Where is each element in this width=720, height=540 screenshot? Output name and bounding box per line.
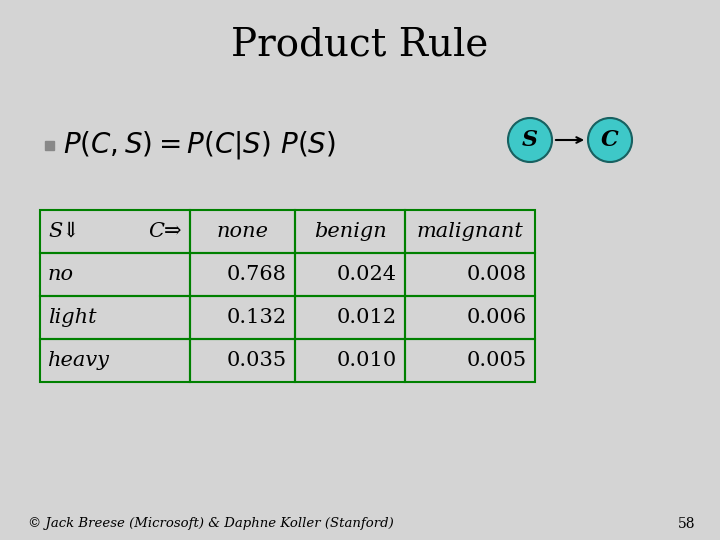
Text: 0.132: 0.132 xyxy=(227,308,287,327)
Text: Product Rule: Product Rule xyxy=(231,26,489,64)
Text: no: no xyxy=(48,265,74,284)
Text: 0.012: 0.012 xyxy=(337,308,397,327)
Bar xyxy=(295,296,405,339)
Bar xyxy=(190,210,295,253)
Bar xyxy=(190,253,295,296)
Text: 0.006: 0.006 xyxy=(467,308,527,327)
Text: benign: benign xyxy=(314,222,387,241)
Bar xyxy=(40,210,190,253)
Circle shape xyxy=(588,118,632,162)
Text: $P(C,S) = P(C|S)\ P(S)$: $P(C,S) = P(C|S)\ P(S)$ xyxy=(63,129,336,161)
Bar xyxy=(40,253,190,296)
Text: light: light xyxy=(48,308,96,327)
Bar xyxy=(405,253,535,296)
Text: S: S xyxy=(522,129,538,151)
Text: C⇒: C⇒ xyxy=(148,222,182,241)
Text: malignant: malignant xyxy=(417,222,523,241)
Text: 0.024: 0.024 xyxy=(337,265,397,284)
Bar xyxy=(45,141,54,150)
Bar xyxy=(405,296,535,339)
Text: 0.010: 0.010 xyxy=(337,351,397,370)
Bar xyxy=(190,339,295,382)
Text: 0.035: 0.035 xyxy=(227,351,287,370)
Text: 0.768: 0.768 xyxy=(227,265,287,284)
Bar xyxy=(295,253,405,296)
Circle shape xyxy=(508,118,552,162)
Text: C: C xyxy=(601,129,619,151)
Bar xyxy=(40,296,190,339)
Bar xyxy=(295,210,405,253)
Bar xyxy=(190,296,295,339)
Bar xyxy=(295,339,405,382)
Text: heavy: heavy xyxy=(48,351,110,370)
Bar xyxy=(40,339,190,382)
Text: 58: 58 xyxy=(678,517,695,531)
Text: 0.005: 0.005 xyxy=(467,351,527,370)
Text: S⇓: S⇓ xyxy=(48,222,80,241)
Bar xyxy=(405,210,535,253)
Text: 0.008: 0.008 xyxy=(467,265,527,284)
Text: none: none xyxy=(217,222,269,241)
Bar xyxy=(405,339,535,382)
Text: © Jack Breese (Microsoft) & Daphne Koller (Stanford): © Jack Breese (Microsoft) & Daphne Kolle… xyxy=(28,517,394,530)
